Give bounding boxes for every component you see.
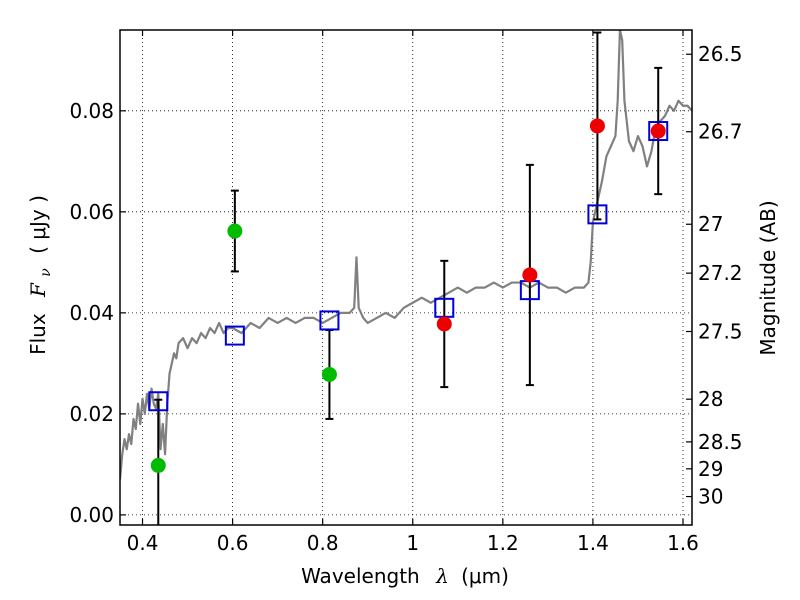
detection-point-2 (589, 118, 605, 134)
y-tick-label-4: 0.08 (69, 99, 114, 123)
y2-tick-label-0: 26.5 (698, 42, 743, 66)
y-tick-label-0: 0.00 (69, 503, 114, 527)
y2-tick-label-7: 29 (698, 457, 723, 481)
model-photometry-square-6 (648, 121, 669, 142)
y2-axis-label: Magnitude (AB) (756, 200, 780, 355)
x-tick-label-6: 1.6 (667, 531, 699, 555)
grid-layer (120, 30, 692, 525)
model-photometry-square-1 (224, 325, 245, 346)
upper_limit-point-1 (227, 223, 243, 239)
x-tick-label-4: 1.2 (487, 531, 519, 555)
upper_limit-point-2 (321, 366, 337, 382)
y2-tick-label-2: 27 (698, 212, 723, 236)
model-photometry-square-0 (148, 391, 169, 412)
y2-tick-label-5: 28 (698, 387, 723, 411)
detection-point-1 (522, 267, 538, 283)
y-axis-label: Flux F ν ( μJy ) (26, 195, 55, 355)
x-tick-label-2: 0.8 (307, 531, 339, 555)
model-spectrum-layer (120, 30, 692, 480)
y-tick-label-1: 0.02 (69, 402, 114, 426)
y2-tick-label-6: 28.5 (698, 430, 743, 454)
y-tick-label-2: 0.04 (69, 301, 114, 325)
x-tick-label-5: 1.4 (577, 531, 609, 555)
y2-tick-label-4: 27.5 (698, 320, 743, 344)
y2-tick-label-3: 27.2 (698, 261, 743, 285)
errorbar-layer (154, 31, 663, 525)
y2-tick-label-1: 26.7 (698, 120, 743, 144)
detection-point-3 (650, 123, 666, 139)
y2-tick-label-8: 30 (698, 485, 723, 509)
model-photometry-square-5 (587, 204, 608, 225)
upper_limit-point-0 (150, 457, 166, 473)
plot-frame (119, 29, 693, 526)
model-photometry-square-2 (319, 310, 340, 331)
marker-layer (148, 118, 669, 473)
model-spectrum-line (120, 30, 692, 480)
x-tick-label-1: 0.6 (217, 531, 249, 555)
y-tick-label-3: 0.06 (69, 200, 114, 224)
axes-layer: 0.4 0.6 0.8 1 1.2 1.4 1.6 0.00 0.02 0.04 0.06 0.08 2… (69, 29, 743, 555)
x-axis-label: Wavelength λ (μm) (301, 564, 509, 588)
detection-point-0 (436, 316, 452, 332)
x-tick-label-3: 1 (406, 531, 419, 555)
x-tick-label-0: 0.4 (127, 531, 159, 555)
